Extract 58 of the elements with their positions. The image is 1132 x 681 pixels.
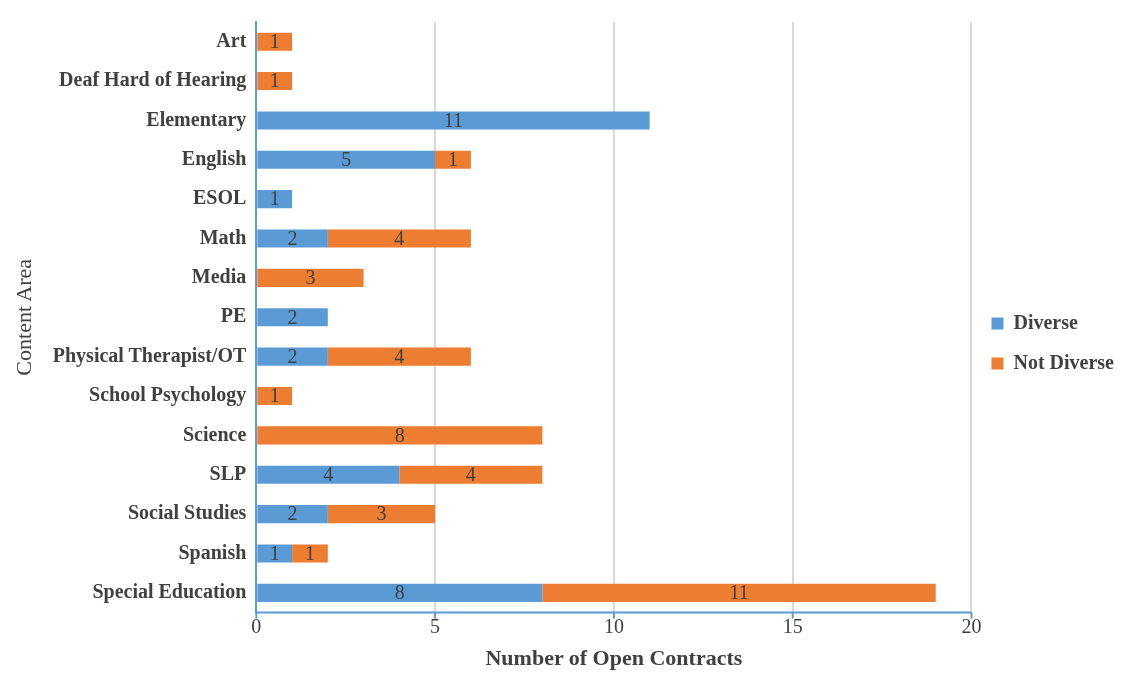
y-tick-label: Physical Therapist/OT (52, 343, 247, 367)
bar (257, 268, 364, 287)
bar (327, 229, 471, 248)
data-label: 8 (394, 423, 405, 446)
bar (257, 426, 543, 445)
data-label: 1 (269, 29, 280, 52)
data-label: 1 (304, 541, 315, 564)
y-tick-label: Deaf Hard of Hearing (59, 68, 247, 92)
data-label: 1 (269, 541, 280, 564)
y-tick-label: Spanish (178, 540, 247, 564)
y-tick-label: Science (182, 422, 247, 445)
bar (435, 150, 471, 169)
data-label: 4 (394, 344, 405, 367)
data-label: 2 (287, 344, 298, 367)
x-axis-title: Number of Open Contracts (485, 645, 743, 671)
bar (327, 347, 471, 366)
data-label: 1 (269, 69, 280, 92)
y-tick-label: SLP (209, 461, 247, 484)
bar (327, 505, 436, 524)
y-tick-label: Social Studies (127, 501, 247, 524)
data-label: 11 (729, 581, 749, 604)
legend-label: Not Diverse (1013, 350, 1115, 373)
data-label: 3 (376, 502, 387, 525)
bar (257, 72, 293, 91)
data-label: 1 (269, 384, 280, 407)
data-label: 4 (323, 463, 334, 486)
bar (257, 386, 293, 406)
data-label: 4 (465, 463, 476, 486)
y-tick-label: English (181, 146, 247, 170)
y-tick-label: PE (220, 304, 247, 327)
bar (257, 32, 293, 51)
x-tick-label: 15 (782, 614, 803, 637)
legend-label: Diverse (1013, 310, 1079, 333)
data-label: 5 (341, 148, 352, 171)
data-label: 2 (287, 502, 298, 525)
data-label: 11 (443, 108, 464, 131)
data-label: 1 (269, 187, 280, 210)
data-label: 8 (394, 581, 405, 604)
y-tick-label: Math (199, 225, 247, 248)
x-tick-label: 5 (430, 614, 441, 637)
y-tick-label: School Psychology (89, 383, 247, 407)
y-axis-title: Content Area (10, 258, 36, 376)
y-tick-label: Elementary (146, 107, 247, 131)
data-label: 1 (447, 148, 458, 171)
data-label: 3 (305, 266, 316, 289)
x-tick-label: 20 (961, 614, 982, 637)
y-tick-label: Media (191, 265, 247, 288)
bar (292, 544, 328, 563)
x-tick-label: 0 (251, 614, 262, 637)
bar (542, 583, 936, 602)
y-tick-label: ESOL (192, 186, 247, 209)
data-label: 4 (394, 226, 405, 249)
x-tick-label: 10 (603, 614, 624, 637)
data-label: 2 (287, 226, 298, 249)
bar (399, 465, 543, 484)
data-label: 2 (287, 305, 298, 328)
y-tick-label: Special Education (92, 580, 247, 604)
y-tick-label: Art (216, 28, 247, 51)
